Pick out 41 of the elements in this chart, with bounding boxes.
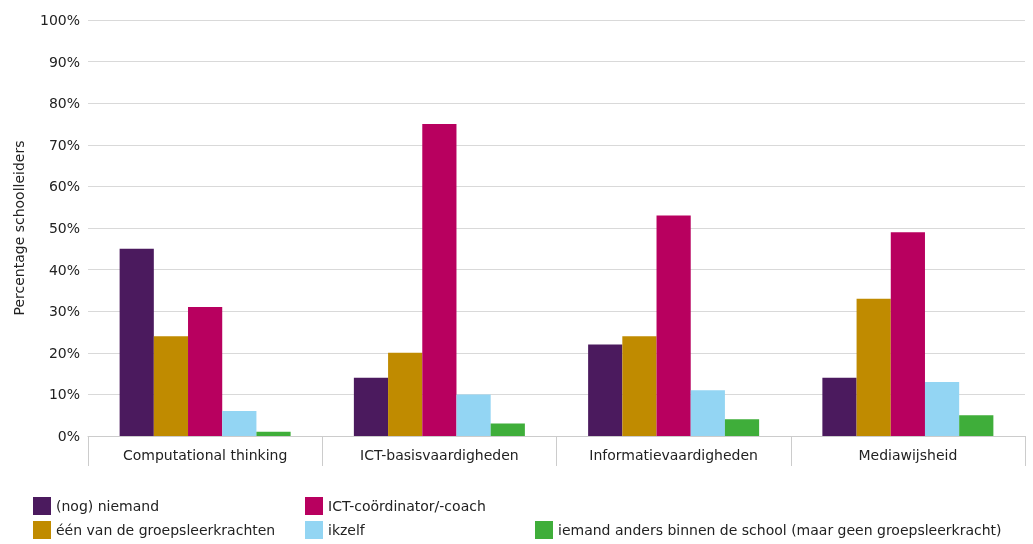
bar bbox=[622, 336, 657, 436]
legend-label: (nog) niemand bbox=[56, 498, 160, 514]
y-tick-label: 90% bbox=[48, 53, 80, 70]
bar bbox=[890, 232, 925, 436]
bar bbox=[822, 377, 857, 436]
legend-label: één van de groepsleerkrachten bbox=[56, 522, 276, 538]
bar bbox=[456, 394, 491, 436]
bar bbox=[388, 352, 423, 436]
bar bbox=[222, 411, 257, 436]
legend-label: iemand anders binnen de school (maar geen groepsleerkracht) bbox=[558, 522, 1002, 538]
bar bbox=[959, 415, 994, 436]
bar bbox=[656, 215, 691, 436]
x-tick-label: ICT-basisvaardigheden bbox=[360, 447, 519, 463]
bar bbox=[119, 248, 154, 436]
y-tick-label: 20% bbox=[48, 344, 80, 361]
legend-label: ICT-coördinator/-coach bbox=[328, 498, 486, 514]
y-tick-label: 50% bbox=[48, 220, 80, 236]
y-tick-label: 60% bbox=[48, 178, 80, 195]
bar bbox=[256, 431, 291, 436]
bar bbox=[690, 390, 725, 436]
y-axis-title: Percentage schoolleiders bbox=[11, 140, 27, 316]
x-tick-label: Mediawijsheid bbox=[858, 447, 958, 463]
y-tick-label: 30% bbox=[48, 303, 80, 320]
bar bbox=[588, 344, 623, 436]
bar bbox=[856, 298, 891, 436]
legend-label: ikzelf bbox=[328, 522, 366, 538]
bar bbox=[153, 336, 189, 436]
bar bbox=[924, 381, 960, 436]
y-tick-label: 40% bbox=[48, 261, 80, 278]
y-tick-label: 70% bbox=[48, 136, 80, 153]
y-tick-label: 100% bbox=[39, 12, 80, 28]
x-tick-label: Informatievaardigheden bbox=[589, 447, 758, 463]
bar bbox=[422, 124, 457, 436]
bar bbox=[490, 423, 525, 436]
bar bbox=[353, 377, 389, 436]
bar bbox=[724, 419, 760, 436]
y-tick-label: 0% bbox=[57, 428, 80, 444]
x-tick-label: Computational thinking bbox=[122, 447, 288, 463]
y-tick-label: 10% bbox=[48, 386, 80, 403]
y-tick-label: 80% bbox=[48, 95, 80, 112]
bar bbox=[188, 307, 223, 436]
